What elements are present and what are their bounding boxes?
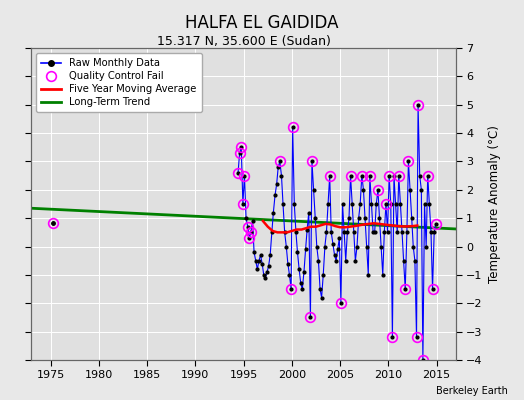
Text: Berkeley Earth: Berkeley Earth: [436, 386, 508, 396]
Title: 15.317 N, 35.600 E (Sudan): 15.317 N, 35.600 E (Sudan): [157, 35, 331, 48]
Y-axis label: Temperature Anomaly (°C): Temperature Anomaly (°C): [488, 125, 501, 283]
Text: HALFA EL GAIDIDA: HALFA EL GAIDIDA: [185, 14, 339, 32]
Legend: Raw Monthly Data, Quality Control Fail, Five Year Moving Average, Long-Term Tren: Raw Monthly Data, Quality Control Fail, …: [37, 53, 202, 112]
